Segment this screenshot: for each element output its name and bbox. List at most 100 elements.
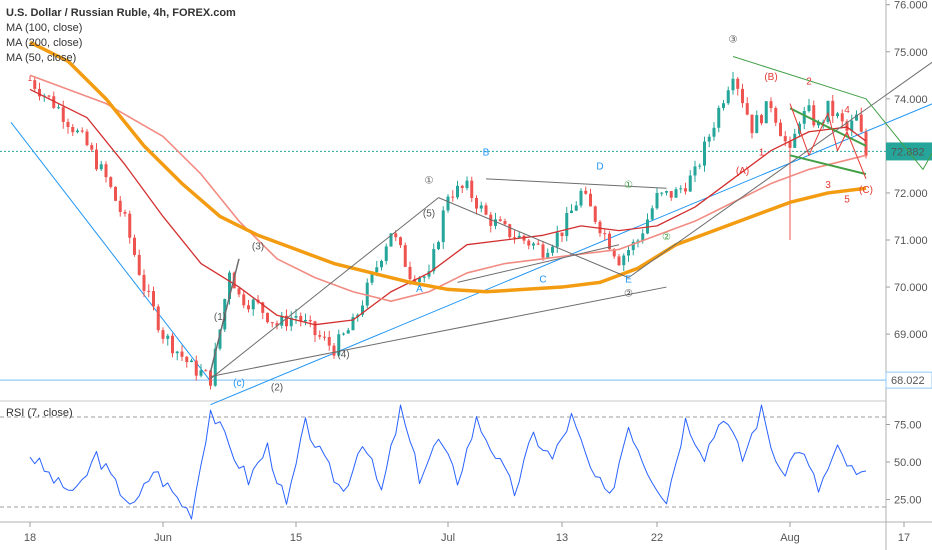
candle-down — [204, 370, 208, 372]
candle-up — [532, 243, 535, 246]
candle-up — [821, 121, 825, 123]
candle-up — [826, 100, 830, 122]
time-tick-label: 18 — [24, 532, 36, 544]
candle-down — [104, 164, 108, 178]
candle-down — [128, 213, 132, 238]
blue-trendline-down — [10, 122, 211, 382]
candle-up — [627, 250, 630, 256]
candle-up — [836, 113, 839, 116]
candle-down — [669, 191, 673, 198]
candle-down — [617, 256, 621, 266]
wave-line — [210, 197, 439, 380]
candle-up — [384, 246, 388, 261]
candle-up — [375, 267, 379, 273]
candle-down — [137, 254, 141, 275]
wave-label-black: (1) — [214, 312, 226, 323]
candle-down — [593, 206, 597, 222]
candle-up — [432, 249, 436, 272]
price-tick-label: 74.000 — [894, 94, 928, 106]
wave-label-green: ① — [624, 180, 633, 191]
candle-down — [750, 114, 754, 134]
candle-down — [237, 288, 241, 295]
wave-label-black: (3) — [252, 241, 264, 252]
candle-down — [451, 196, 455, 198]
candle-up — [346, 330, 350, 334]
candle-down — [541, 244, 545, 258]
support-level-box — [885, 371, 932, 389]
price-tick-label: 72.000 — [894, 188, 928, 200]
candle-down — [275, 323, 279, 326]
candle-down — [783, 136, 787, 142]
candle-down — [845, 121, 849, 131]
candle-up — [213, 348, 217, 386]
candle-down — [470, 180, 474, 199]
wave-label-black: ② — [624, 288, 633, 299]
wave-label-red: 3 — [825, 180, 831, 191]
candle-down — [736, 78, 740, 89]
wave-label-red: 2 — [806, 77, 812, 88]
candle-down — [47, 95, 51, 97]
candle-up — [175, 351, 179, 354]
candle-up — [517, 235, 521, 238]
candle-down — [527, 240, 531, 246]
rsi-tick-label: 50.00 — [894, 457, 922, 469]
candle-up — [555, 232, 559, 247]
candle-down — [38, 88, 41, 97]
candle-down — [66, 121, 70, 128]
candle-up — [755, 115, 759, 134]
candle-up — [166, 335, 170, 339]
candle-up — [802, 111, 806, 124]
candle-down — [536, 243, 540, 245]
red-projection-line — [789, 103, 867, 180]
legend-ma100: MA (100, close) — [6, 22, 83, 34]
candle-down — [394, 233, 398, 238]
candle-up — [655, 193, 659, 209]
candle-up — [636, 240, 640, 242]
candle-down — [242, 294, 246, 306]
candle-down — [779, 122, 782, 137]
candle-down — [194, 360, 198, 376]
candle-up — [389, 233, 393, 247]
candle-down — [156, 306, 160, 331]
chart-title: U.S. Dollar / Russian Ruble, 4h, FOREX.c… — [6, 7, 236, 19]
candle-down — [261, 302, 265, 313]
candle-up — [294, 315, 298, 318]
candle-up — [698, 165, 702, 167]
candle-up — [764, 101, 768, 124]
candle-up — [565, 213, 569, 237]
candle-up — [807, 105, 811, 112]
candle-up — [793, 133, 797, 148]
candle-down — [285, 315, 288, 327]
green-wedge-line — [789, 154, 867, 176]
candle-up — [99, 164, 103, 170]
candle-down — [52, 96, 56, 108]
candle-up — [703, 141, 706, 166]
price-tick-label: 76.000 — [894, 0, 928, 12]
candle-up — [370, 272, 374, 283]
candle-up — [665, 191, 668, 193]
candle-up — [688, 175, 692, 192]
candle-up — [494, 219, 497, 226]
wave-label-black: ① — [425, 176, 434, 187]
wave-label-red: (C) — [859, 185, 873, 196]
wave-label-black: (4) — [337, 350, 349, 361]
rsi-title: RSI (7, close) — [6, 407, 73, 419]
wave-label-black: ③ — [729, 34, 738, 45]
candle-up — [631, 241, 635, 251]
candle-down — [399, 237, 402, 246]
candle-up — [342, 333, 345, 335]
candle-down — [109, 177, 113, 187]
candle-up — [380, 260, 383, 268]
candle-up — [855, 114, 858, 121]
candle-down — [28, 80, 32, 81]
price-tick-label: 75.000 — [894, 47, 928, 59]
candle-down — [161, 330, 165, 339]
wave-label-black: (2) — [271, 383, 283, 394]
blue-trendline-up — [210, 103, 932, 406]
wave-label-red: (A) — [736, 166, 749, 177]
candle-down — [460, 185, 464, 189]
candle-down — [133, 237, 136, 255]
wave-label-green: ② — [662, 232, 671, 243]
candle-up — [660, 192, 664, 194]
candle-up — [817, 122, 820, 126]
